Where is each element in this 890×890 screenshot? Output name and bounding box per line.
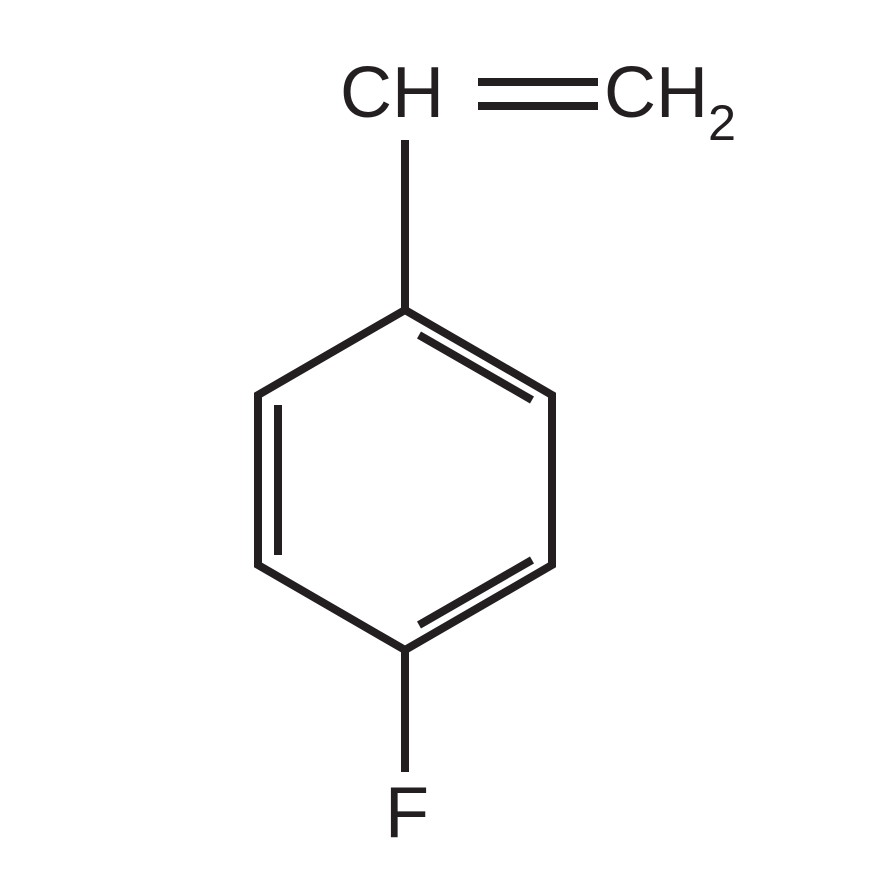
label-f: F [385,772,429,854]
molecule-canvas: CH CH2 F [0,0,890,890]
label-ch2-prefix: CH [604,53,708,133]
label-ch-text: CH [340,53,444,133]
bond-svg [0,0,890,890]
benzene-ring [258,310,552,650]
label-ch2: CH2 [604,52,736,144]
label-ch: CH [340,52,444,134]
ring-double-1 [419,335,532,400]
label-ch2-sub: 2 [708,94,736,151]
ring-double-2 [419,560,532,625]
label-f-text: F [385,773,429,853]
